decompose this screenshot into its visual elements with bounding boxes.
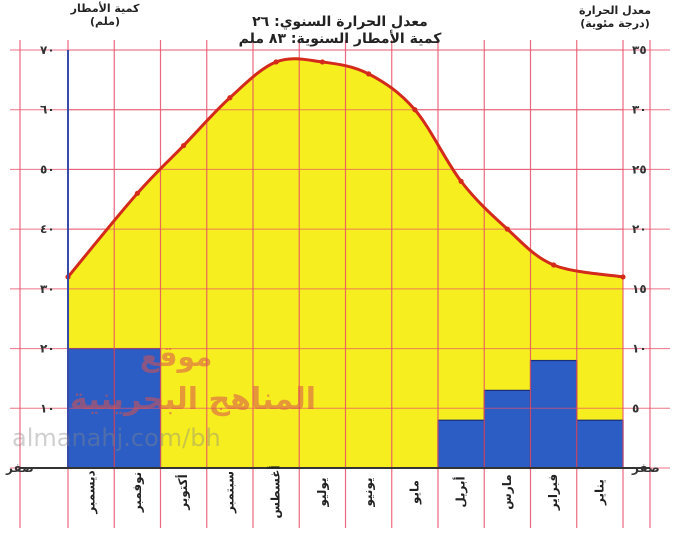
- month-label: أغسطس: [268, 465, 283, 518]
- left-axis-title-line-2: (ملم): [90, 15, 120, 28]
- left-tick-label: صفر: [5, 461, 34, 475]
- temperature-point-3: [181, 142, 187, 149]
- temperature-point-9: [458, 178, 464, 184]
- left-axis-title-line-1: كمية الأمطار: [70, 2, 140, 15]
- temperature-point-2: [134, 190, 140, 196]
- month-label: سبتمبر: [222, 471, 236, 514]
- rainfall-bar-11: [529, 359, 578, 469]
- watermark-line-1: موقع: [140, 340, 213, 373]
- temperature-point-5: [273, 59, 279, 65]
- right-tick-label: ٥: [632, 401, 639, 415]
- temperature-point-4: [227, 95, 233, 101]
- temperature-point-10: [504, 226, 510, 232]
- month-label: يونيو: [361, 478, 376, 508]
- right-tick-label: ٣٠: [632, 103, 647, 117]
- right-ticks: صفر ٥ ١٠ ١٥ ٢٠ ٢٥ ٣٠ ٣٥: [631, 43, 660, 475]
- right-axis-title-line-1: معدل الحرارة: [578, 4, 651, 17]
- right-axis-title: معدل الحرارة (درجة مئوية): [560, 4, 670, 30]
- right-tick-label: ٢٥: [632, 162, 647, 176]
- right-axis-title-line-2: (درجة مئوية): [580, 17, 650, 30]
- temperature-point-7: [366, 71, 372, 77]
- month-label: فبراير: [546, 474, 560, 511]
- right-tick-label: ١٥: [632, 282, 647, 296]
- temperature-point-11: [551, 262, 557, 268]
- title-line-2: كمية الأمطار السنوية: ٨٣ ملم: [238, 31, 442, 47]
- rainfall-bar-12: [576, 419, 624, 469]
- watermark-line-2: المناهج البحرينية: [70, 382, 317, 417]
- month-label: مايو: [407, 480, 422, 505]
- right-tick-label: ٢٠: [632, 222, 647, 236]
- month-label: نوفمبر: [130, 472, 145, 513]
- left-tick-label: ٧٠: [40, 43, 55, 57]
- month-label: أكتوبر: [175, 474, 191, 510]
- temperature-point-12: [620, 274, 626, 280]
- right-tick-label: ١٠: [632, 342, 647, 356]
- watermark-line-3: almanahj.com/bh: [12, 424, 221, 452]
- month-label: أبريل: [453, 476, 468, 507]
- left-axis-title: كمية الأمطار (ملم): [60, 2, 150, 28]
- title-line-1: معدل الحرارة السنوي: ٢٦: [252, 14, 428, 30]
- temperature-point-6: [319, 59, 325, 65]
- month-labels: ديسمبر نوفمبر أكتوبر سبتمبر أغسطس يوليو يونيو م…: [84, 465, 607, 518]
- left-tick-label: ٦٠: [40, 103, 55, 117]
- left-tick-label: ٥٠: [40, 162, 55, 176]
- right-tick-label: صفر: [631, 461, 660, 475]
- rainfall-bar-10: [483, 389, 532, 469]
- left-tick-label: ١٠: [40, 401, 55, 415]
- month-label: يناير: [592, 479, 606, 506]
- left-tick-label: ٢٠: [40, 342, 55, 356]
- month-label: ديسمبر: [84, 470, 98, 514]
- rainfall-bar-9: [437, 419, 485, 469]
- left-tick-label: ٤٠: [40, 222, 55, 236]
- temperature-point-8: [412, 107, 418, 113]
- month-label: يوليو: [315, 478, 330, 508]
- right-tick-label: ٣٥: [632, 43, 647, 57]
- chart-title: معدل الحرارة السنوي: ٢٦ كمية الأمطار الس…: [150, 14, 530, 48]
- month-label: مارس: [500, 474, 514, 509]
- left-ticks: صفر ١٠ ٢٠ ٣٠ ٤٠ ٥٠ ٦٠ ٧٠: [5, 43, 55, 475]
- temperature-points: [65, 59, 626, 280]
- left-tick-label: ٣٠: [40, 282, 55, 296]
